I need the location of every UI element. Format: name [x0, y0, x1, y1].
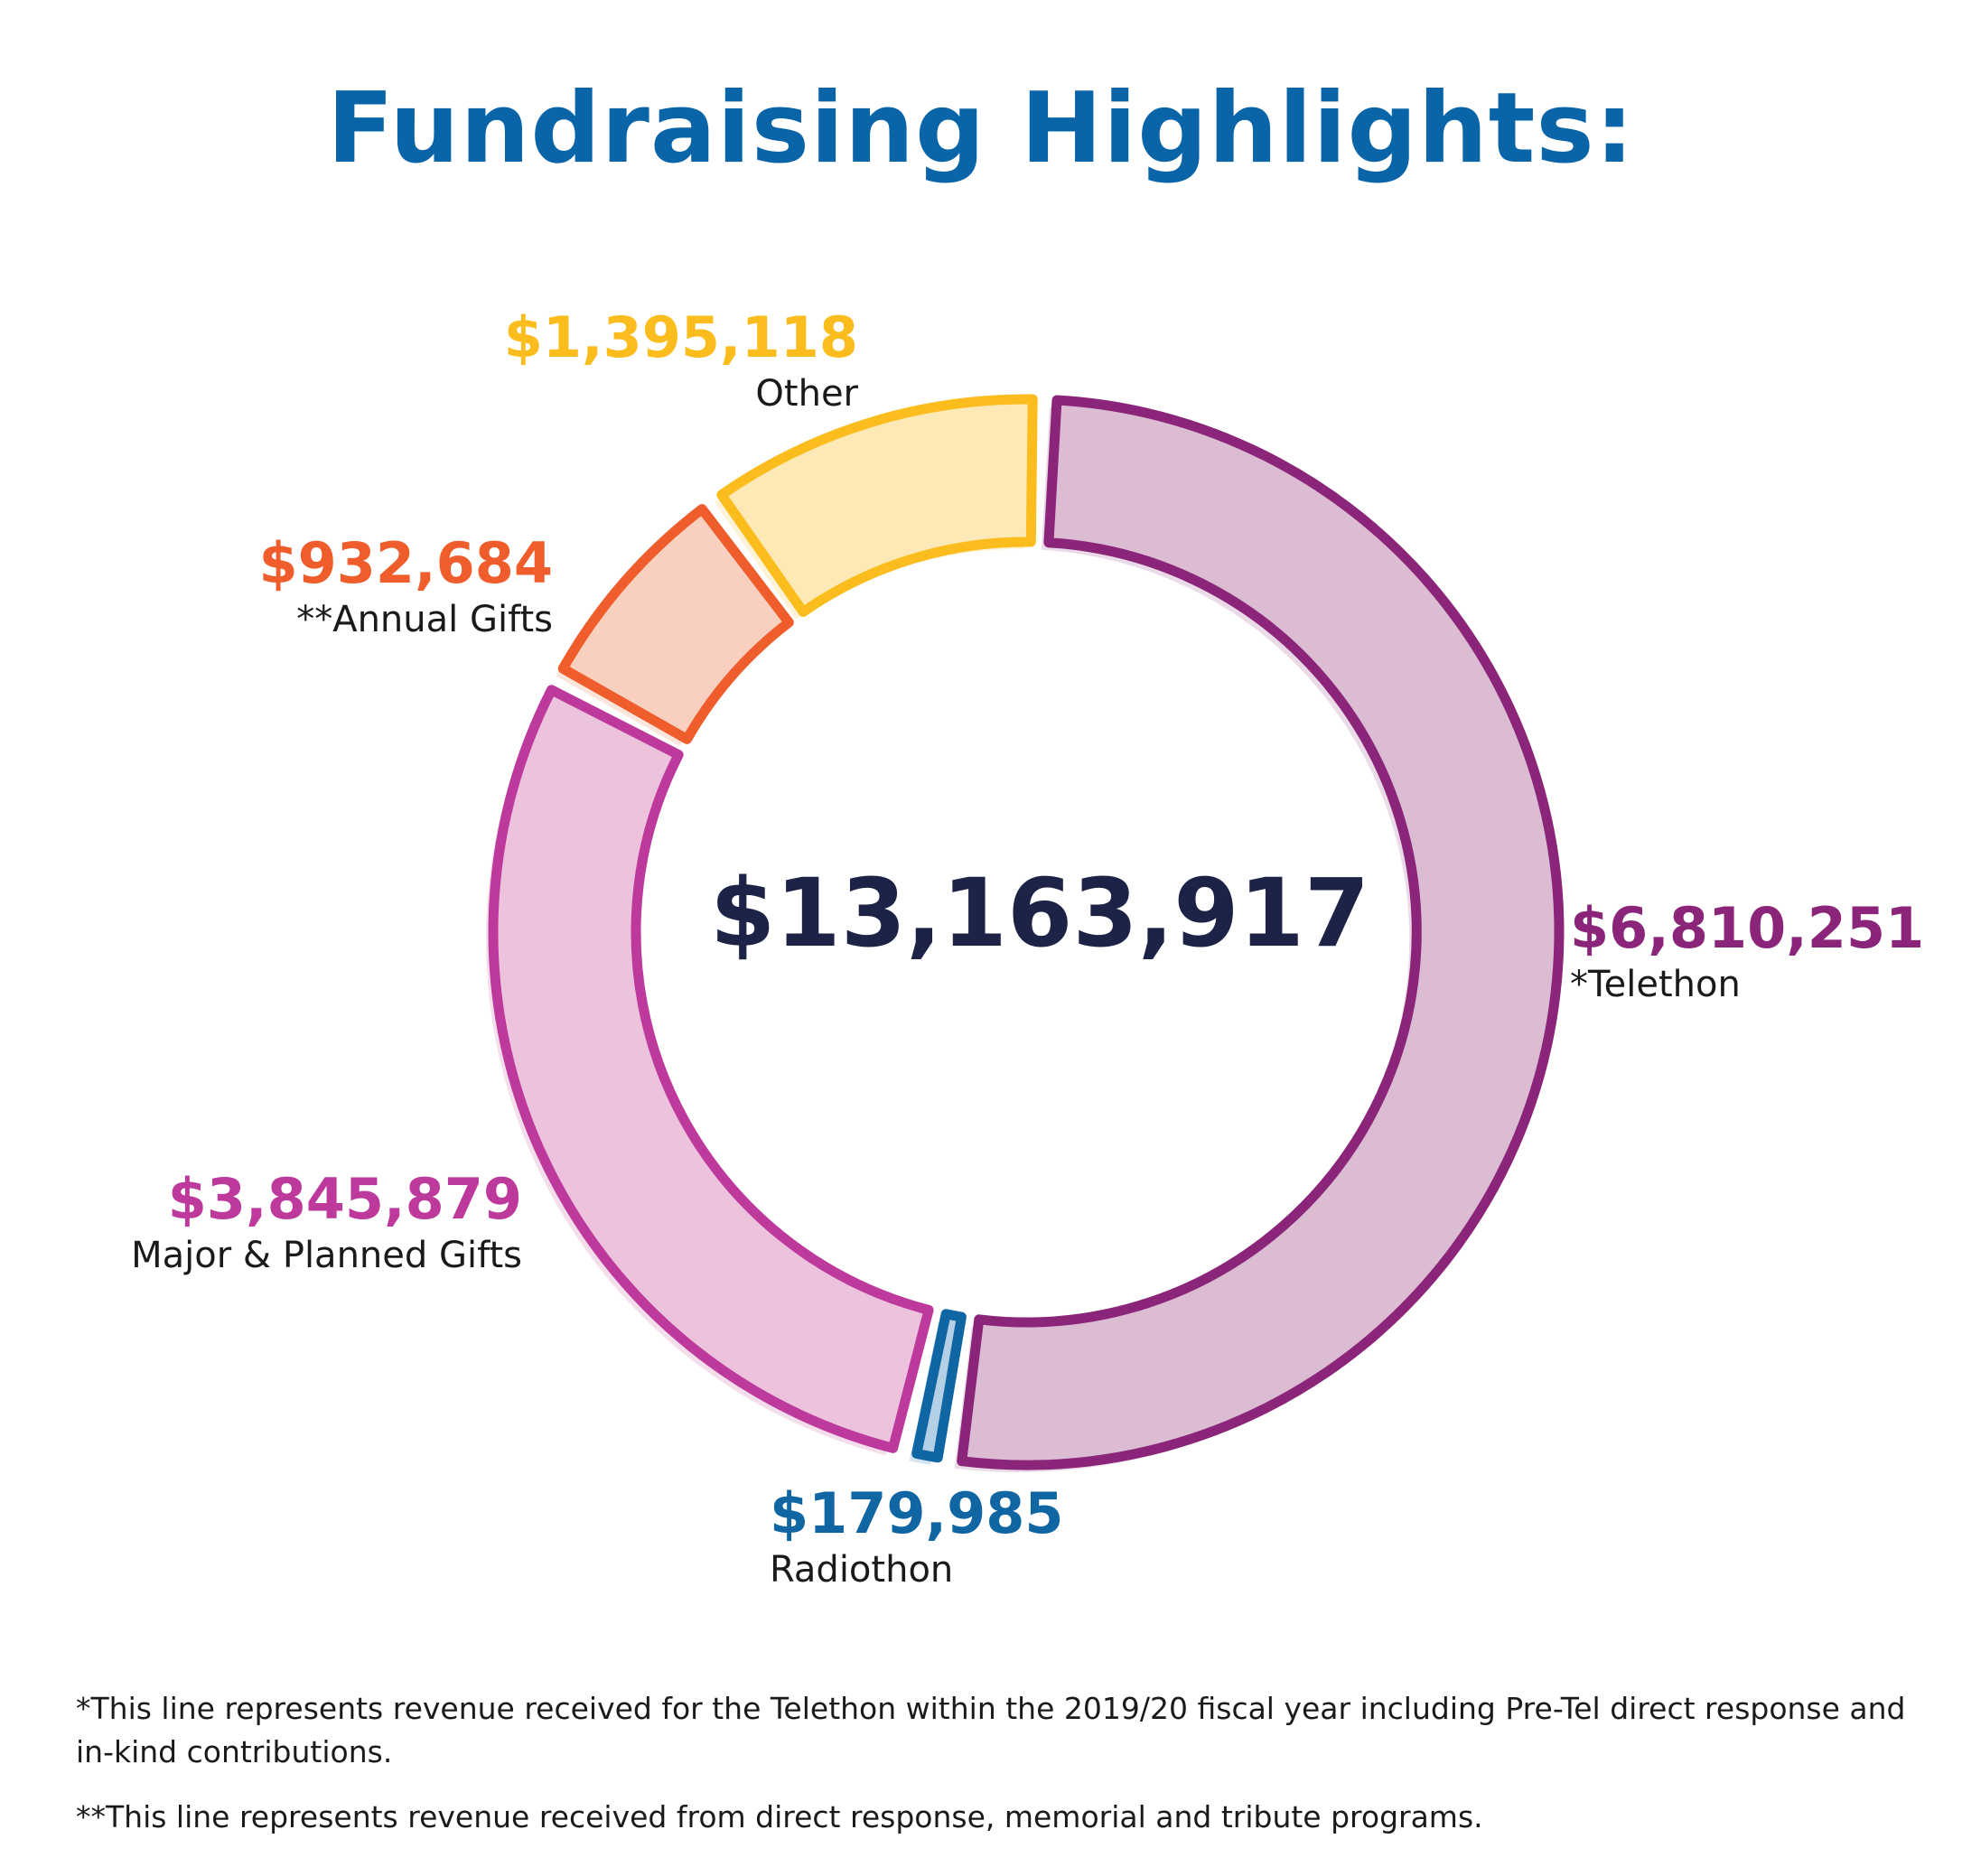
label-radiothon: $179,985 Radiothon [770, 1479, 1064, 1591]
category-label-annual: **Annual Gifts [296, 599, 553, 640]
footnotes: *This line represents revenue received f… [76, 1687, 1919, 1861]
value-label-telethon: $6,810,251 [1570, 895, 1925, 961]
category-label-radiothon: Radiothon [770, 1549, 954, 1591]
label-other: $1,395,118 Other [504, 303, 858, 415]
category-label-other: Other [755, 373, 858, 415]
label-major: $3,845,879 Major & Planned Gifts [131, 1165, 522, 1277]
slice-annual [557, 504, 794, 744]
value-label-annual: $932,684 [258, 530, 553, 596]
slice-telethon [957, 395, 1565, 1470]
page-title: Fundraising Highlights: [327, 72, 1635, 185]
slice-radiothon [911, 1309, 967, 1463]
category-label-telethon: *Telethon [1570, 964, 1741, 1005]
value-label-radiothon: $179,985 [770, 1480, 1064, 1546]
label-telethon: $6,810,251 *Telethon [1570, 894, 1924, 1006]
slice-other [716, 394, 1038, 617]
total-amount: $13,163,917 [710, 858, 1370, 968]
label-annual: $932,684 **Annual Gifts [258, 529, 553, 641]
footnote-telethon: *This line represents revenue received f… [76, 1691, 1906, 1769]
value-label-major: $3,845,879 [167, 1166, 522, 1232]
slice-major [488, 685, 934, 1453]
value-label-other: $1,395,118 [503, 304, 858, 370]
category-label-major: Major & Planned Gifts [131, 1235, 522, 1276]
footnote-annual: **This line represents revenue received … [76, 1799, 1483, 1834]
